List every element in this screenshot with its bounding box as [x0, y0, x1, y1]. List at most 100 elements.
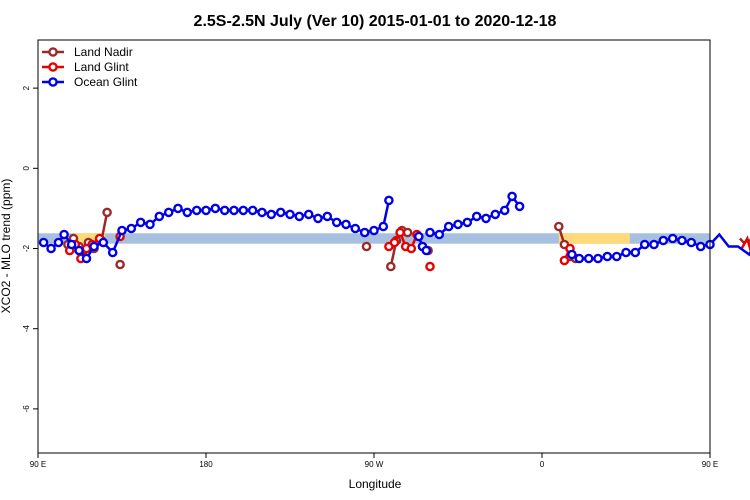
y-axis-label: XCO2 - MLO trend (ppm) — [0, 179, 13, 314]
land-nadir-point — [554, 221, 564, 232]
ocean-glint-point — [611, 251, 622, 262]
ocean-glint-point — [74, 245, 84, 256]
ocean-glint-point — [471, 211, 482, 222]
ocean-glint-point — [66, 239, 77, 250]
ocean-glint-point — [514, 201, 525, 212]
x-tick-label: 90 E — [702, 460, 718, 469]
y-tick-label: 2 — [22, 85, 31, 90]
ocean-glint-point — [219, 205, 230, 216]
ocean-glint-point — [126, 223, 137, 234]
ocean-glint-point — [658, 235, 669, 246]
ocean-glint-point — [135, 217, 146, 228]
ocean-glint-point — [621, 247, 631, 258]
legend-label: Land Nadir — [74, 45, 133, 59]
ocean-glint-point — [667, 233, 678, 244]
legend-item-ocean-glint: Ocean Glint — [42, 75, 138, 89]
land-nadir-point — [385, 261, 396, 272]
ocean-glint-point — [313, 213, 323, 224]
ocean-glint-point — [285, 209, 295, 220]
ocean-glint-line — [571, 232, 750, 260]
y-tick-label: -2 — [22, 244, 31, 252]
ocean-glint-point — [98, 237, 109, 248]
chart-title: 2.5S-2.5N July (Ver 10) 2015-01-01 to 20… — [194, 13, 557, 30]
ocean-glint-point — [247, 205, 258, 216]
legend-item-land-nadir: Land Nadir — [42, 45, 133, 59]
ocean-glint-point — [630, 247, 641, 258]
ocean-glint-point — [507, 191, 517, 202]
ocean-glint-point — [331, 217, 342, 228]
land-glint-point — [406, 243, 417, 254]
ocean-glint-point — [38, 237, 49, 248]
ocean-glint-point — [574, 253, 585, 264]
ocean-glint-point — [462, 217, 473, 228]
ocean-glint-point — [341, 219, 351, 230]
y-tick-label: -6 — [22, 405, 31, 413]
reference-band — [38, 233, 710, 244]
series-ocean-glint — [38, 191, 750, 264]
y-tick-label: 0 — [22, 166, 31, 171]
ocean-glint-point — [413, 231, 424, 242]
x-axis-label: Longitude — [349, 477, 402, 491]
ocean-glint-point — [191, 205, 202, 216]
ocean-glint-point — [173, 203, 183, 214]
legend-label: Land Glint — [74, 60, 129, 74]
ocean-glint-point — [201, 205, 211, 216]
ocean-glint-point — [46, 243, 56, 254]
ocean-glint-point — [59, 229, 69, 240]
legend-marker — [48, 77, 58, 87]
ocean-glint-point — [257, 207, 267, 218]
ocean-glint-point — [145, 219, 155, 230]
ocean-glint-point — [649, 239, 659, 250]
series-layer — [38, 191, 750, 272]
land-glint-point — [395, 227, 405, 238]
ocean-glint-point — [686, 237, 697, 248]
ocean-glint-point — [602, 251, 613, 262]
ocean-glint-point — [154, 211, 165, 222]
ocean-glint-point — [453, 219, 463, 230]
ocean-glint-point — [384, 195, 394, 206]
ocean-glint-point — [583, 253, 594, 264]
land-nadir-point — [115, 259, 125, 270]
ocean-glint-point — [275, 207, 286, 218]
ocean-glint-point — [499, 205, 510, 216]
land-nadir-point — [361, 241, 372, 252]
land-nadir-point — [402, 227, 413, 238]
ocean-glint-point — [425, 227, 435, 238]
legend-marker — [48, 47, 58, 57]
ocean-glint-point — [294, 211, 305, 222]
ocean-glint-point — [490, 209, 501, 220]
ocean-glint-point — [229, 205, 239, 216]
ocean-glint-point — [567, 249, 577, 260]
ocean-glint-point — [443, 221, 454, 232]
x-tick-label: 180 — [199, 460, 213, 469]
ocean-glint-point — [322, 211, 333, 222]
x-tick-label: 90 W — [365, 460, 384, 469]
ocean-glint-point — [639, 239, 650, 250]
ocean-glint-point — [303, 209, 314, 220]
ocean-glint-point — [53, 237, 64, 248]
ocean-glint-point — [378, 221, 389, 232]
legend-marker — [48, 62, 58, 72]
plot-frame — [37, 39, 711, 454]
ocean-glint-point — [210, 203, 221, 214]
ocean-glint-point — [677, 235, 687, 246]
ocean-glint-point — [89, 241, 99, 252]
ocean-glint-point — [695, 241, 706, 252]
ocean-glint-point — [266, 209, 277, 220]
highlight-band-2 — [558, 233, 630, 244]
ocean-glint-point — [107, 247, 118, 258]
ocean-glint-point — [117, 225, 127, 236]
land-nadir-point — [102, 207, 112, 218]
x-tick-label: 90 E — [30, 460, 46, 469]
land-glint-point — [559, 255, 570, 266]
land-glint-point — [425, 261, 435, 272]
land-glint-line — [740, 235, 750, 253]
x-tick-label: 0 — [540, 460, 545, 469]
y-axis: 2 0 -2 -4 -6 — [22, 85, 38, 412]
legend-label: Ocean Glint — [74, 75, 138, 89]
x-axis: 90 E 180 90 W 0 90 E — [30, 453, 718, 469]
ocean-glint-point — [593, 253, 603, 264]
legend-item-land-glint: Land Glint — [42, 60, 129, 74]
ocean-glint-point — [163, 207, 174, 218]
ocean-glint-point — [182, 207, 193, 218]
